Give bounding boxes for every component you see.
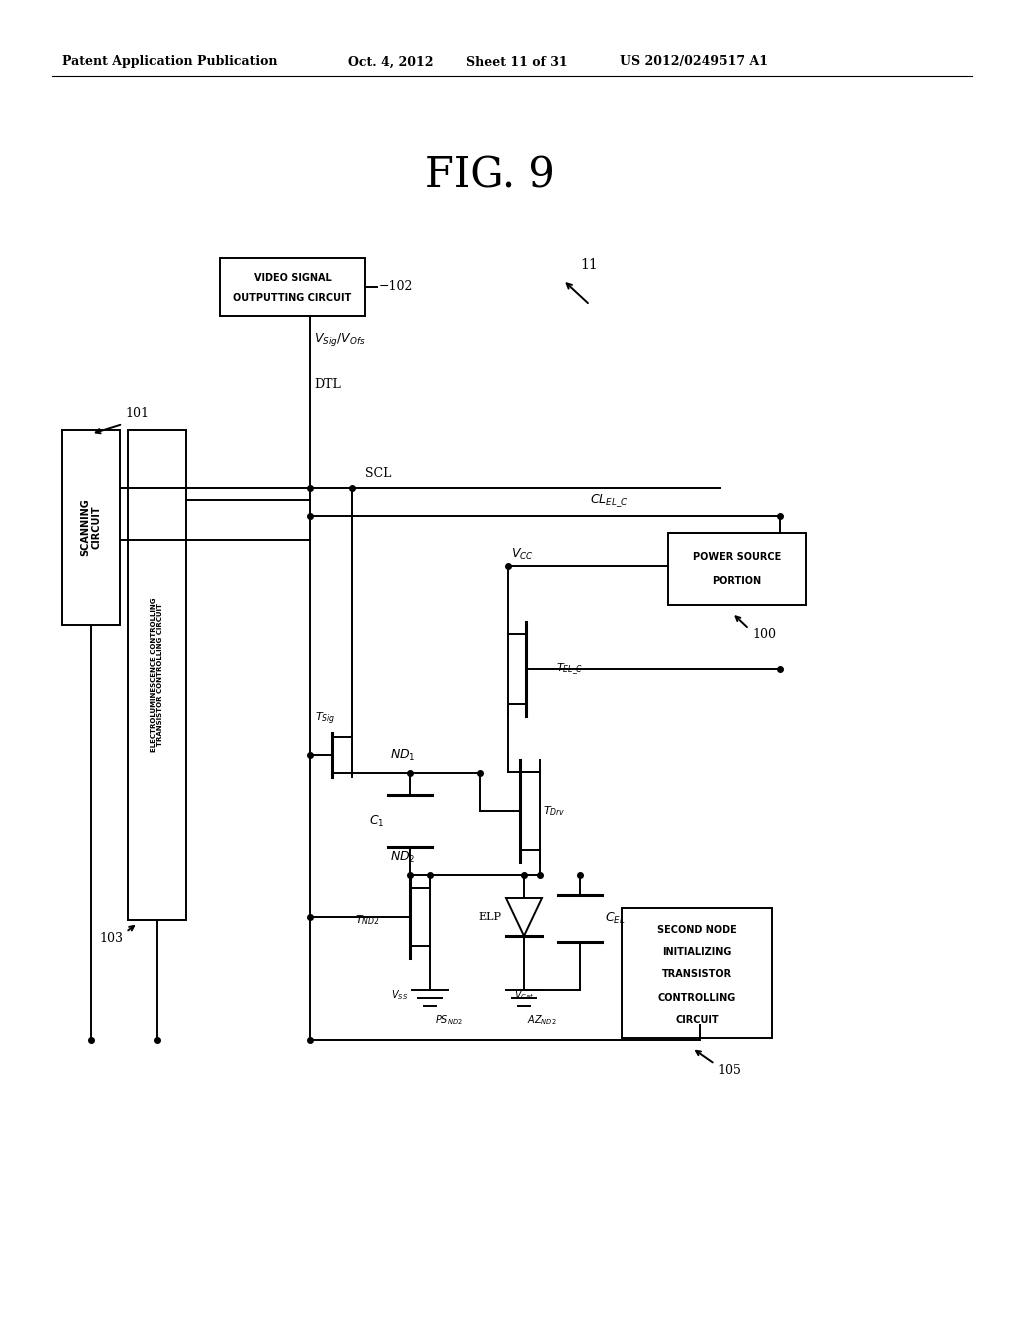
Text: −102: −102 — [379, 281, 414, 293]
Text: SCL: SCL — [365, 467, 391, 480]
Text: $T_{Sig}$: $T_{Sig}$ — [315, 710, 336, 727]
Text: PORTION: PORTION — [713, 576, 762, 586]
FancyArrowPatch shape — [566, 284, 588, 304]
Text: $V_{SS}$: $V_{SS}$ — [391, 987, 408, 1002]
Bar — [220, 257, 365, 315]
Text: $T_{EL\_C}$: $T_{EL\_C}$ — [556, 661, 584, 677]
Text: Patent Application Publication: Patent Application Publication — [62, 55, 278, 69]
Text: $V_{Sig}/V_{Ofs}$: $V_{Sig}/V_{Ofs}$ — [314, 331, 366, 348]
Text: $CL_{EL\_C}$: $CL_{EL\_C}$ — [590, 492, 629, 510]
Text: $PS_{ND2}$: $PS_{ND2}$ — [435, 1014, 463, 1027]
Text: Sheet 11 of 31: Sheet 11 of 31 — [466, 55, 567, 69]
Text: ELP: ELP — [478, 912, 501, 921]
Bar — [128, 430, 186, 920]
Text: $C_1$: $C_1$ — [369, 813, 384, 829]
Text: $V_{CC}$: $V_{CC}$ — [511, 546, 534, 562]
Text: $C_{EL}$: $C_{EL}$ — [605, 911, 626, 925]
Bar — [62, 430, 120, 624]
Bar — [668, 533, 806, 605]
Text: INITIALIZING: INITIALIZING — [663, 946, 732, 957]
Text: $V_{Cat}$: $V_{Cat}$ — [514, 987, 535, 1002]
Text: OUTPUTTING CIRCUIT: OUTPUTTING CIRCUIT — [233, 293, 351, 304]
Text: 105: 105 — [717, 1064, 741, 1077]
Text: POWER SOURCE: POWER SOURCE — [693, 552, 781, 562]
FancyArrowPatch shape — [696, 1051, 713, 1063]
Text: CIRCUIT: CIRCUIT — [675, 1015, 719, 1026]
Text: $T_{ND2}$: $T_{ND2}$ — [355, 913, 380, 927]
FancyArrowPatch shape — [128, 925, 134, 931]
Text: $AZ_{ND2}$: $AZ_{ND2}$ — [527, 1014, 557, 1027]
FancyArrowPatch shape — [735, 616, 746, 627]
Text: Oct. 4, 2012: Oct. 4, 2012 — [348, 55, 433, 69]
Text: $ND_2$: $ND_2$ — [390, 850, 416, 865]
Text: 103: 103 — [99, 932, 123, 945]
Bar — [622, 908, 772, 1038]
Text: US 2012/0249517 A1: US 2012/0249517 A1 — [620, 55, 768, 69]
Text: SCANNING
CIRCUIT: SCANNING CIRCUIT — [80, 499, 101, 556]
Text: $ND_1$: $ND_1$ — [390, 748, 416, 763]
Text: $T_{Drv}$: $T_{Drv}$ — [543, 804, 565, 818]
Text: 100: 100 — [752, 628, 776, 642]
Text: VIDEO SIGNAL: VIDEO SIGNAL — [254, 273, 332, 282]
Text: 11: 11 — [580, 257, 598, 272]
Text: SECOND NODE: SECOND NODE — [657, 925, 737, 935]
Text: CONTROLLING: CONTROLLING — [657, 993, 736, 1003]
FancyArrowPatch shape — [95, 425, 121, 433]
Text: TRANSISTOR: TRANSISTOR — [662, 969, 732, 979]
Text: 101: 101 — [125, 407, 150, 420]
Text: ELECTROLUMINESCENCE CONTROLLING
TRANSISTOR CONTROLLING CIRCUIT: ELECTROLUMINESCENCE CONTROLLING TRANSIST… — [151, 598, 164, 752]
Text: DTL: DTL — [314, 379, 341, 392]
Text: FIG. 9: FIG. 9 — [425, 154, 555, 195]
